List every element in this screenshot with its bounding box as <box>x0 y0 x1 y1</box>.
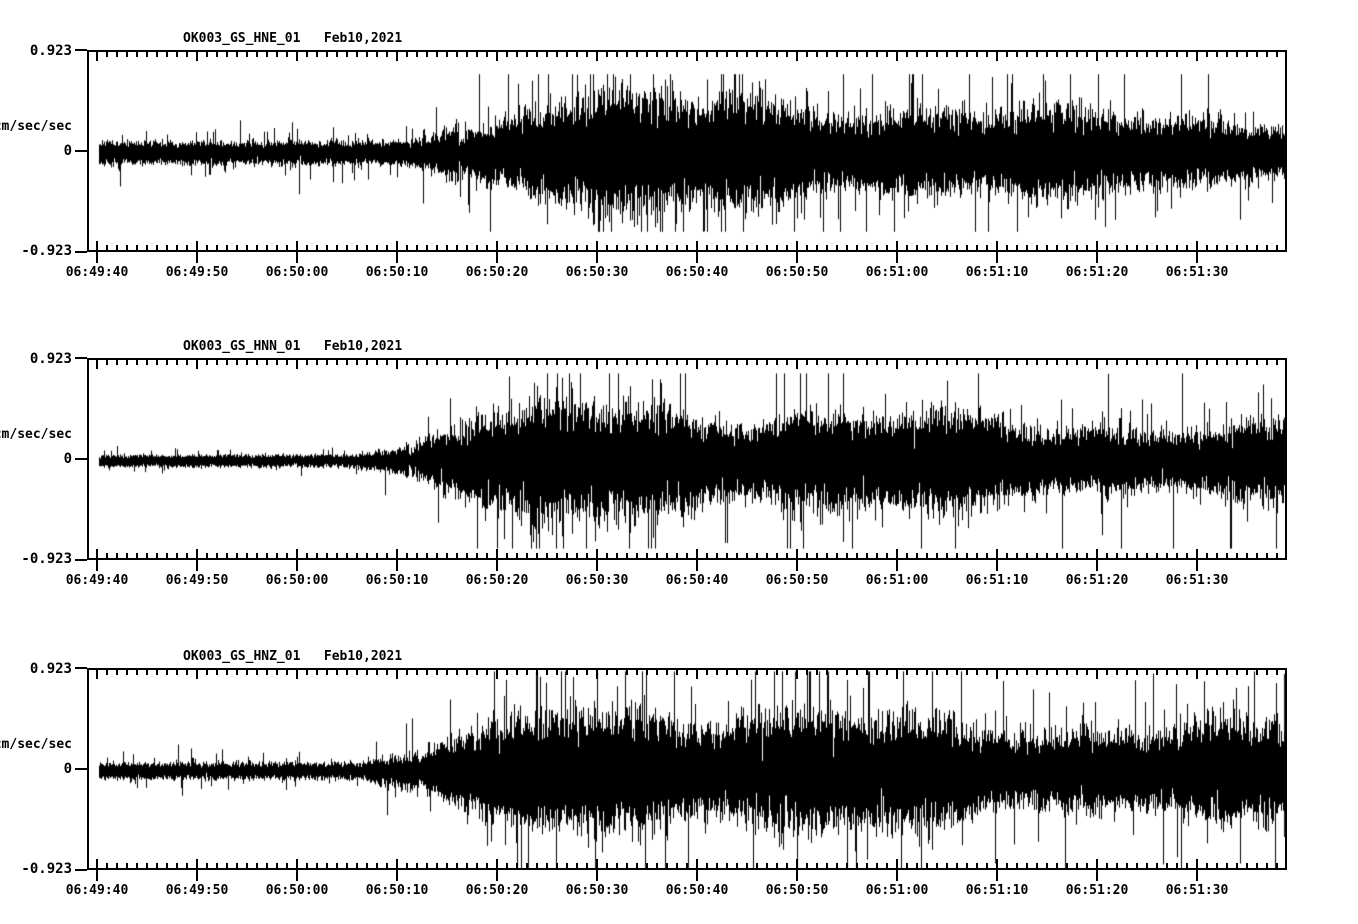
panel-title-hne: OK003_GS_HNE_01 Feb10,2021 <box>183 31 403 46</box>
y-tick-zero-hnn: 0 <box>63 451 72 467</box>
x-tick-label: 06:50:10 <box>365 265 429 280</box>
waveform-trace-hne <box>89 52 1285 250</box>
x-tick-label: 06:50:10 <box>365 573 429 588</box>
y-axis-unit-label-hne: cm/sec/sec <box>0 119 72 134</box>
y-tick-max-hnn: 0.923 <box>29 351 72 367</box>
panel-title-hnn: OK003_GS_HNN_01 Feb10,2021 <box>183 339 403 354</box>
x-tick-label: 06:50:30 <box>565 573 629 588</box>
waveform-trace-hnz <box>89 670 1285 868</box>
panel-title-hnz: OK003_GS_HNZ_01 Feb10,2021 <box>183 649 403 664</box>
y-axis-unit-label-hnz: cm/sec/sec <box>0 737 72 752</box>
panel-hnz: OK003_GS_HNZ_01 Feb10,2021 cm/sec/sec 0.… <box>0 618 1358 918</box>
panel-hne: OK003_GS_HNE_01 Feb10,2021 cm/sec/sec 0.… <box>0 0 1358 300</box>
x-tick-label: 06:51:00 <box>865 573 929 588</box>
y-tick-max-hnz: 0.923 <box>29 661 72 677</box>
x-tick-label: 06:50:40 <box>665 573 729 588</box>
x-tick-label: 06:50:00 <box>265 883 329 898</box>
x-tick-label: 06:50:50 <box>765 573 829 588</box>
x-tick-label: 06:49:40 <box>65 883 129 898</box>
x-tick-label: 06:51:30 <box>1165 573 1229 588</box>
x-tick-label: 06:50:00 <box>265 573 329 588</box>
x-tick-label: 06:50:20 <box>465 573 529 588</box>
plot-area-hne <box>87 50 1287 252</box>
x-tick-label: 06:49:40 <box>65 265 129 280</box>
y-axis-unit-label-hnn: cm/sec/sec <box>0 427 72 442</box>
x-tick-label: 06:50:30 <box>565 265 629 280</box>
y-tick-max-hne: 0.923 <box>29 43 72 59</box>
x-tick-label: 06:49:50 <box>165 573 229 588</box>
x-tick-label: 06:51:10 <box>965 265 1029 280</box>
x-tick-label: 06:51:30 <box>1165 265 1229 280</box>
x-tick-label: 06:50:40 <box>665 265 729 280</box>
plot-area-hnn <box>87 358 1287 560</box>
x-tick-label: 06:51:10 <box>965 573 1029 588</box>
x-tick-label: 06:51:10 <box>965 883 1029 898</box>
x-tick-label: 06:51:20 <box>1065 573 1129 588</box>
y-tick-zero-hnz: 0 <box>63 761 72 777</box>
y-tick-min-hnn: -0.923 <box>21 551 72 567</box>
x-tick-label: 06:51:00 <box>865 265 929 280</box>
x-tick-label: 06:51:20 <box>1065 265 1129 280</box>
x-tick-label: 06:50:10 <box>365 883 429 898</box>
waveform-trace-hnn <box>89 360 1285 558</box>
x-tick-label: 06:50:20 <box>465 265 529 280</box>
x-tick-label: 06:49:40 <box>65 573 129 588</box>
x-tick-label: 06:49:50 <box>165 265 229 280</box>
x-tick-label: 06:51:20 <box>1065 883 1129 898</box>
y-tick-min-hne: -0.923 <box>21 243 72 259</box>
plot-area-hnz <box>87 668 1287 870</box>
x-tick-label: 06:51:30 <box>1165 883 1229 898</box>
x-tick-label: 06:49:50 <box>165 883 229 898</box>
x-tick-label: 06:50:30 <box>565 883 629 898</box>
x-tick-label: 06:50:50 <box>765 883 829 898</box>
x-tick-label: 06:51:00 <box>865 883 929 898</box>
y-tick-zero-hne: 0 <box>63 143 72 159</box>
x-tick-label: 06:50:40 <box>665 883 729 898</box>
x-tick-label: 06:50:20 <box>465 883 529 898</box>
panel-hnn: OK003_GS_HNN_01 Feb10,2021 cm/sec/sec 0.… <box>0 308 1358 608</box>
x-tick-label: 06:50:00 <box>265 265 329 280</box>
y-tick-min-hnz: -0.923 <box>21 861 72 877</box>
x-tick-label: 06:50:50 <box>765 265 829 280</box>
